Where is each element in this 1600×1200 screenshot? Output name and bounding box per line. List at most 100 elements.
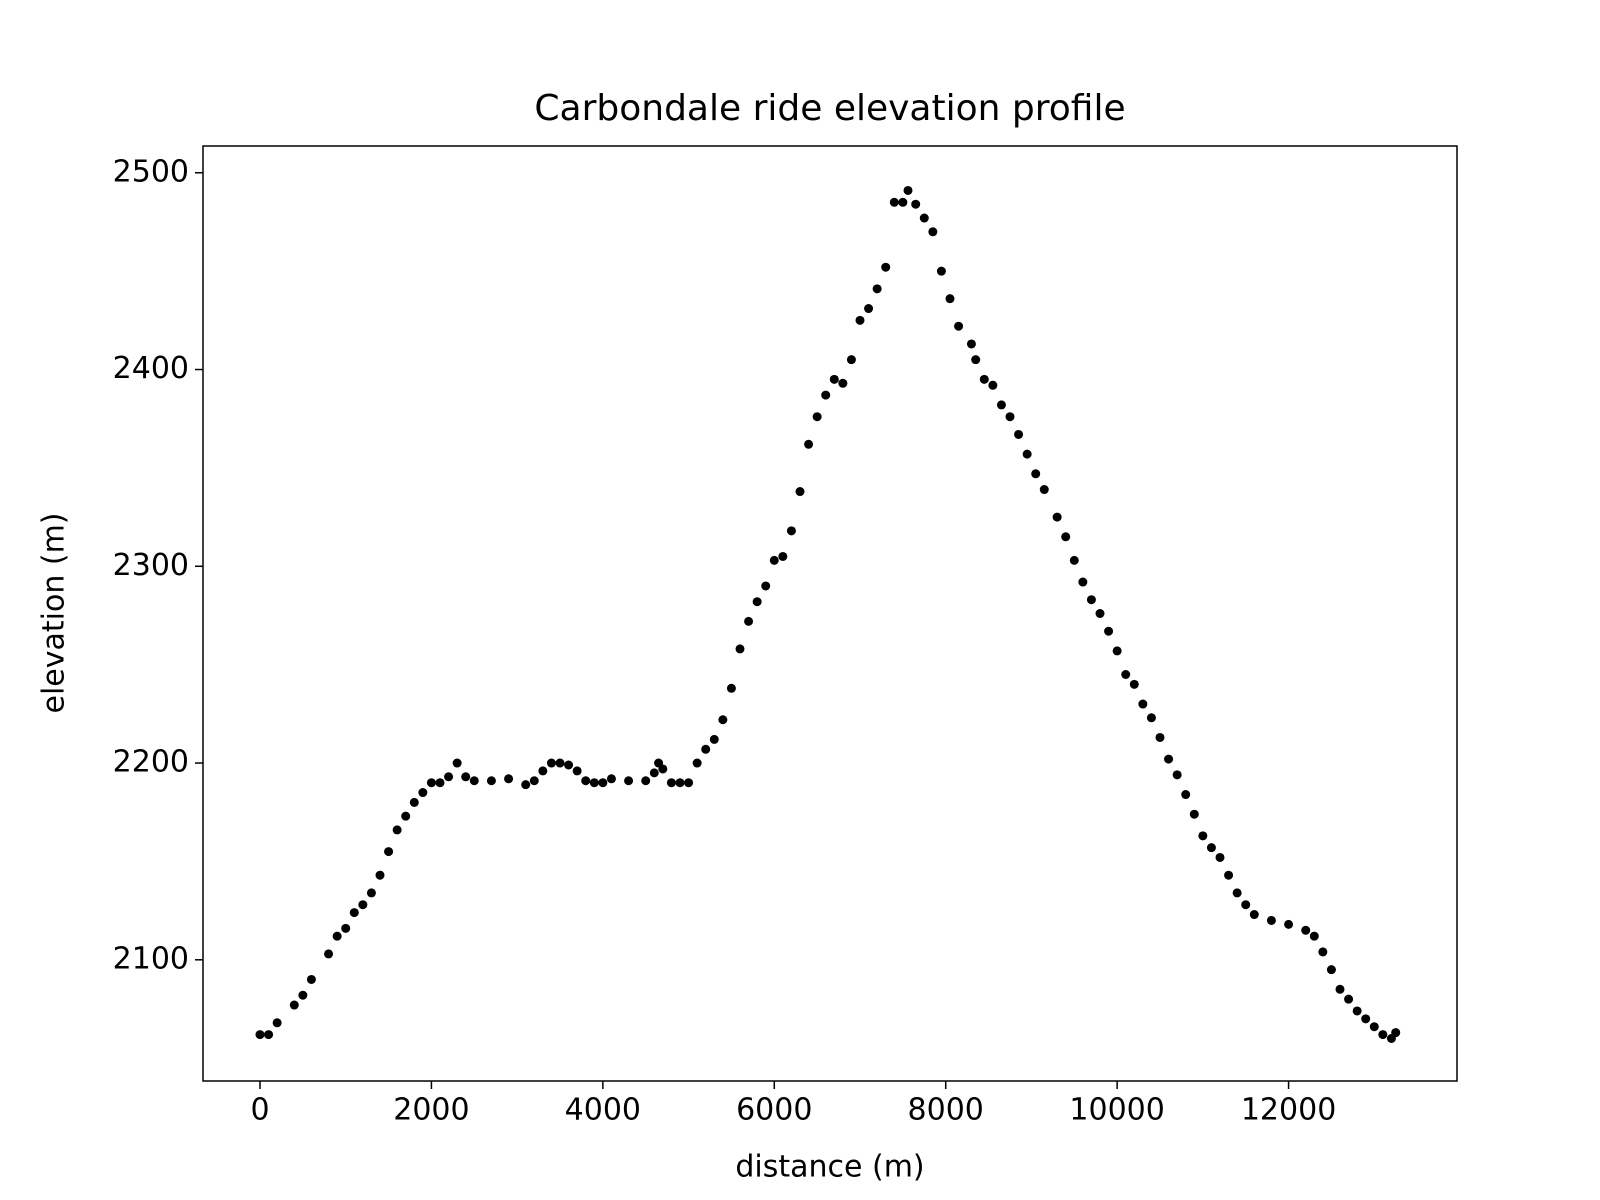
x-tick-label: 12000 <box>1241 1093 1336 1128</box>
data-point <box>358 900 368 910</box>
data-point <box>581 776 591 786</box>
data-point <box>1266 915 1276 925</box>
data-point <box>996 400 1006 410</box>
data-point <box>1361 1014 1371 1024</box>
y-tick-label: 2300 <box>113 548 189 583</box>
data-point <box>1078 577 1088 587</box>
data-point <box>1181 790 1191 800</box>
data-point <box>1198 831 1208 841</box>
y-tick-label: 2100 <box>113 941 189 976</box>
x-tick-label: 8000 <box>908 1093 984 1128</box>
data-point <box>1031 469 1041 479</box>
chart-title: Carbondale ride elevation profile <box>534 88 1125 129</box>
data-point <box>1061 532 1071 542</box>
data-point <box>838 378 848 388</box>
data-point <box>1309 931 1319 941</box>
data-point <box>1095 609 1105 618</box>
data-point <box>971 355 981 365</box>
data-point <box>469 776 479 786</box>
data-point <box>1164 754 1174 764</box>
x-tick-label: 10000 <box>1069 1093 1164 1128</box>
data-point <box>486 776 496 786</box>
data-point <box>1378 1030 1388 1040</box>
data-point <box>1206 843 1216 853</box>
x-axis-label: distance (m) <box>735 1150 924 1185</box>
data-point <box>375 870 385 880</box>
data-point <box>692 758 702 768</box>
data-point <box>903 185 913 195</box>
data-point <box>564 760 574 770</box>
data-point <box>988 380 998 390</box>
data-point <box>624 776 634 786</box>
data-point <box>598 778 608 788</box>
data-point <box>709 734 719 744</box>
data-point <box>546 758 556 768</box>
data-point <box>1129 679 1139 689</box>
data-point <box>1284 919 1294 929</box>
data-point <box>945 294 955 304</box>
data-point <box>641 776 651 786</box>
data-point <box>804 439 814 449</box>
data-point <box>1155 732 1165 742</box>
data-point <box>264 1030 274 1040</box>
data-point <box>606 774 616 784</box>
data-point <box>1086 595 1096 605</box>
data-point <box>1232 888 1242 898</box>
x-tick-label: 0 <box>250 1093 269 1128</box>
data-point <box>1301 925 1311 935</box>
data-point <box>349 908 359 918</box>
data-point <box>1326 965 1336 975</box>
data-point <box>1369 1022 1379 1032</box>
y-axis-label: elevation (m) <box>37 512 72 713</box>
data-point <box>1335 984 1345 994</box>
data-point <box>872 284 882 294</box>
data-point <box>786 526 796 536</box>
data-point <box>1241 900 1251 910</box>
data-point <box>675 778 685 788</box>
data-point <box>1318 947 1328 957</box>
data-point <box>572 766 582 776</box>
y-tick-label: 2200 <box>113 745 189 780</box>
data-point <box>936 266 946 276</box>
data-point <box>538 766 548 776</box>
y-tick-label: 2500 <box>113 154 189 189</box>
x-tick-label: 2000 <box>393 1093 469 1128</box>
data-point <box>1112 646 1122 656</box>
data-point <box>1005 412 1015 422</box>
data-point <box>1121 669 1131 679</box>
data-point <box>366 888 376 898</box>
data-point <box>435 778 445 788</box>
data-point <box>966 339 976 349</box>
data-point <box>1022 449 1032 459</box>
data-point <box>889 197 899 207</box>
data-point <box>1249 910 1259 920</box>
data-point <box>426 778 436 788</box>
data-point <box>795 487 805 497</box>
data-point <box>846 355 856 365</box>
data-point <box>461 772 471 782</box>
data-point <box>684 778 694 788</box>
data-point <box>761 581 771 591</box>
data-point <box>289 1000 299 1010</box>
data-point <box>864 304 874 314</box>
data-point <box>718 715 728 725</box>
data-point <box>911 199 921 209</box>
data-point <box>1344 994 1354 1004</box>
data-point <box>919 213 929 223</box>
data-point <box>954 321 964 331</box>
data-point <box>1138 699 1148 709</box>
data-point <box>829 374 839 384</box>
data-point <box>444 772 454 782</box>
data-point <box>555 758 565 768</box>
data-point <box>409 797 419 807</box>
y-tick-label: 2400 <box>113 351 189 386</box>
data-point <box>452 758 462 768</box>
data-point <box>752 597 762 607</box>
data-point <box>1039 485 1049 495</box>
data-point <box>1352 1006 1362 1016</box>
data-point <box>658 764 668 774</box>
data-point <box>384 847 394 857</box>
data-point <box>701 744 711 754</box>
